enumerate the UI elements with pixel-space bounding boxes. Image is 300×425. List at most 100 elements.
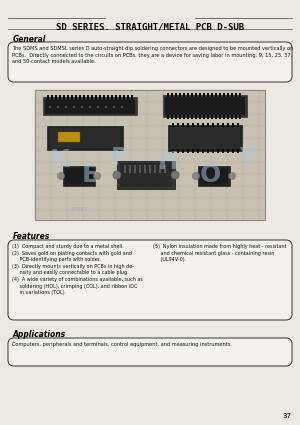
Text: ЭЛЕКТ: ЭЛЕКТ bbox=[71, 207, 89, 212]
Bar bbox=[212, 123, 214, 127]
Bar bbox=[232, 149, 234, 153]
Bar bbox=[192, 123, 194, 127]
Bar bbox=[182, 149, 184, 153]
Bar bbox=[202, 123, 204, 127]
Bar bbox=[235, 115, 237, 119]
Bar bbox=[231, 115, 233, 119]
Bar bbox=[239, 93, 241, 97]
Circle shape bbox=[94, 173, 100, 179]
Bar bbox=[207, 93, 209, 97]
Text: Н: Н bbox=[158, 150, 178, 174]
Bar bbox=[75, 95, 77, 100]
Bar bbox=[187, 149, 189, 153]
Circle shape bbox=[171, 171, 179, 179]
Bar bbox=[175, 93, 177, 97]
Bar bbox=[191, 93, 193, 97]
Bar bbox=[179, 93, 181, 97]
Bar bbox=[55, 95, 57, 100]
Text: К: К bbox=[50, 148, 70, 172]
Bar bbox=[87, 95, 89, 100]
Bar bbox=[179, 115, 181, 119]
Bar bbox=[51, 95, 53, 100]
Circle shape bbox=[58, 173, 64, 179]
Bar bbox=[171, 115, 173, 119]
Bar bbox=[65, 168, 93, 184]
Bar bbox=[212, 149, 214, 153]
Bar bbox=[117, 161, 175, 189]
FancyBboxPatch shape bbox=[8, 338, 292, 366]
Bar bbox=[219, 93, 221, 97]
Bar bbox=[144, 165, 146, 173]
Bar bbox=[217, 123, 219, 127]
Bar bbox=[192, 149, 194, 153]
Bar bbox=[187, 93, 189, 97]
Bar bbox=[227, 149, 229, 153]
Bar bbox=[167, 93, 169, 97]
Bar bbox=[197, 149, 199, 153]
Bar bbox=[131, 95, 133, 100]
Bar bbox=[207, 149, 209, 153]
Bar bbox=[237, 149, 239, 153]
Bar bbox=[134, 165, 136, 173]
Bar bbox=[211, 93, 213, 97]
Bar bbox=[237, 123, 239, 127]
Circle shape bbox=[57, 106, 59, 108]
Bar bbox=[217, 149, 219, 153]
Text: 37: 37 bbox=[282, 413, 291, 419]
Text: Applications: Applications bbox=[13, 330, 66, 339]
Circle shape bbox=[229, 173, 236, 179]
Bar bbox=[195, 93, 197, 97]
Bar bbox=[197, 123, 199, 127]
Bar bbox=[71, 95, 73, 100]
Bar bbox=[127, 95, 129, 100]
Text: (5)  Nylon insulation made from highly heat - resistant
     and chemical resist: (5) Nylon insulation made from highly he… bbox=[153, 244, 286, 262]
Bar bbox=[58, 132, 80, 142]
Bar bbox=[203, 93, 205, 97]
Bar bbox=[168, 125, 242, 151]
Text: Е: Е bbox=[82, 163, 98, 187]
Bar bbox=[235, 93, 237, 97]
Bar bbox=[207, 123, 209, 127]
Bar bbox=[79, 95, 81, 100]
Bar bbox=[95, 95, 97, 100]
Bar bbox=[215, 93, 217, 97]
Bar bbox=[45, 100, 135, 114]
Bar bbox=[163, 95, 247, 117]
Bar bbox=[129, 165, 131, 173]
Bar bbox=[215, 115, 217, 119]
Bar bbox=[227, 115, 229, 119]
Bar bbox=[239, 115, 241, 119]
Bar bbox=[120, 163, 172, 187]
Bar bbox=[124, 165, 126, 173]
Bar bbox=[223, 93, 225, 97]
Bar bbox=[59, 95, 61, 100]
Bar bbox=[171, 93, 173, 97]
Bar bbox=[187, 123, 189, 127]
Bar bbox=[47, 95, 49, 100]
Bar bbox=[83, 95, 85, 100]
Bar bbox=[170, 127, 240, 149]
Bar bbox=[35, 90, 265, 220]
Bar bbox=[183, 115, 185, 119]
Text: Computers, peripherals and terminals, control equipment, and measuring instrumen: Computers, peripherals and terminals, co… bbox=[12, 342, 232, 347]
Bar bbox=[231, 93, 233, 97]
Circle shape bbox=[81, 106, 83, 108]
Bar bbox=[63, 166, 95, 186]
Bar bbox=[50, 128, 120, 148]
Bar bbox=[195, 115, 197, 119]
Text: The SDMS and SDMSL series D auto-straight dip soldering connectors are designed : The SDMS and SDMSL series D auto-straigh… bbox=[12, 46, 293, 64]
FancyBboxPatch shape bbox=[8, 42, 292, 82]
Bar bbox=[227, 93, 229, 97]
Bar bbox=[99, 95, 101, 100]
Bar bbox=[211, 115, 213, 119]
Bar bbox=[232, 123, 234, 127]
Bar bbox=[177, 123, 179, 127]
Circle shape bbox=[97, 106, 99, 108]
Text: О: О bbox=[200, 163, 220, 187]
Bar bbox=[191, 115, 193, 119]
Bar bbox=[175, 115, 177, 119]
Bar bbox=[172, 149, 174, 153]
Bar bbox=[227, 123, 229, 127]
Bar bbox=[115, 95, 117, 100]
Bar bbox=[198, 166, 230, 186]
